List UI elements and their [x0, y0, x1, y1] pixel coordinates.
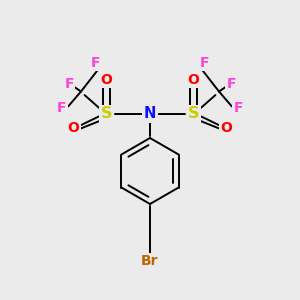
Text: O: O: [68, 121, 80, 134]
Text: O: O: [188, 73, 200, 86]
Text: F: F: [64, 77, 74, 91]
Text: O: O: [220, 121, 232, 134]
Text: Br: Br: [141, 254, 159, 268]
Text: F: F: [199, 56, 209, 70]
Text: O: O: [100, 73, 112, 86]
Text: F: F: [226, 77, 236, 91]
Text: S: S: [101, 106, 112, 122]
Text: F: F: [234, 101, 243, 115]
Text: N: N: [144, 106, 156, 122]
Text: S: S: [188, 106, 199, 122]
Text: F: F: [57, 101, 66, 115]
Text: F: F: [91, 56, 101, 70]
